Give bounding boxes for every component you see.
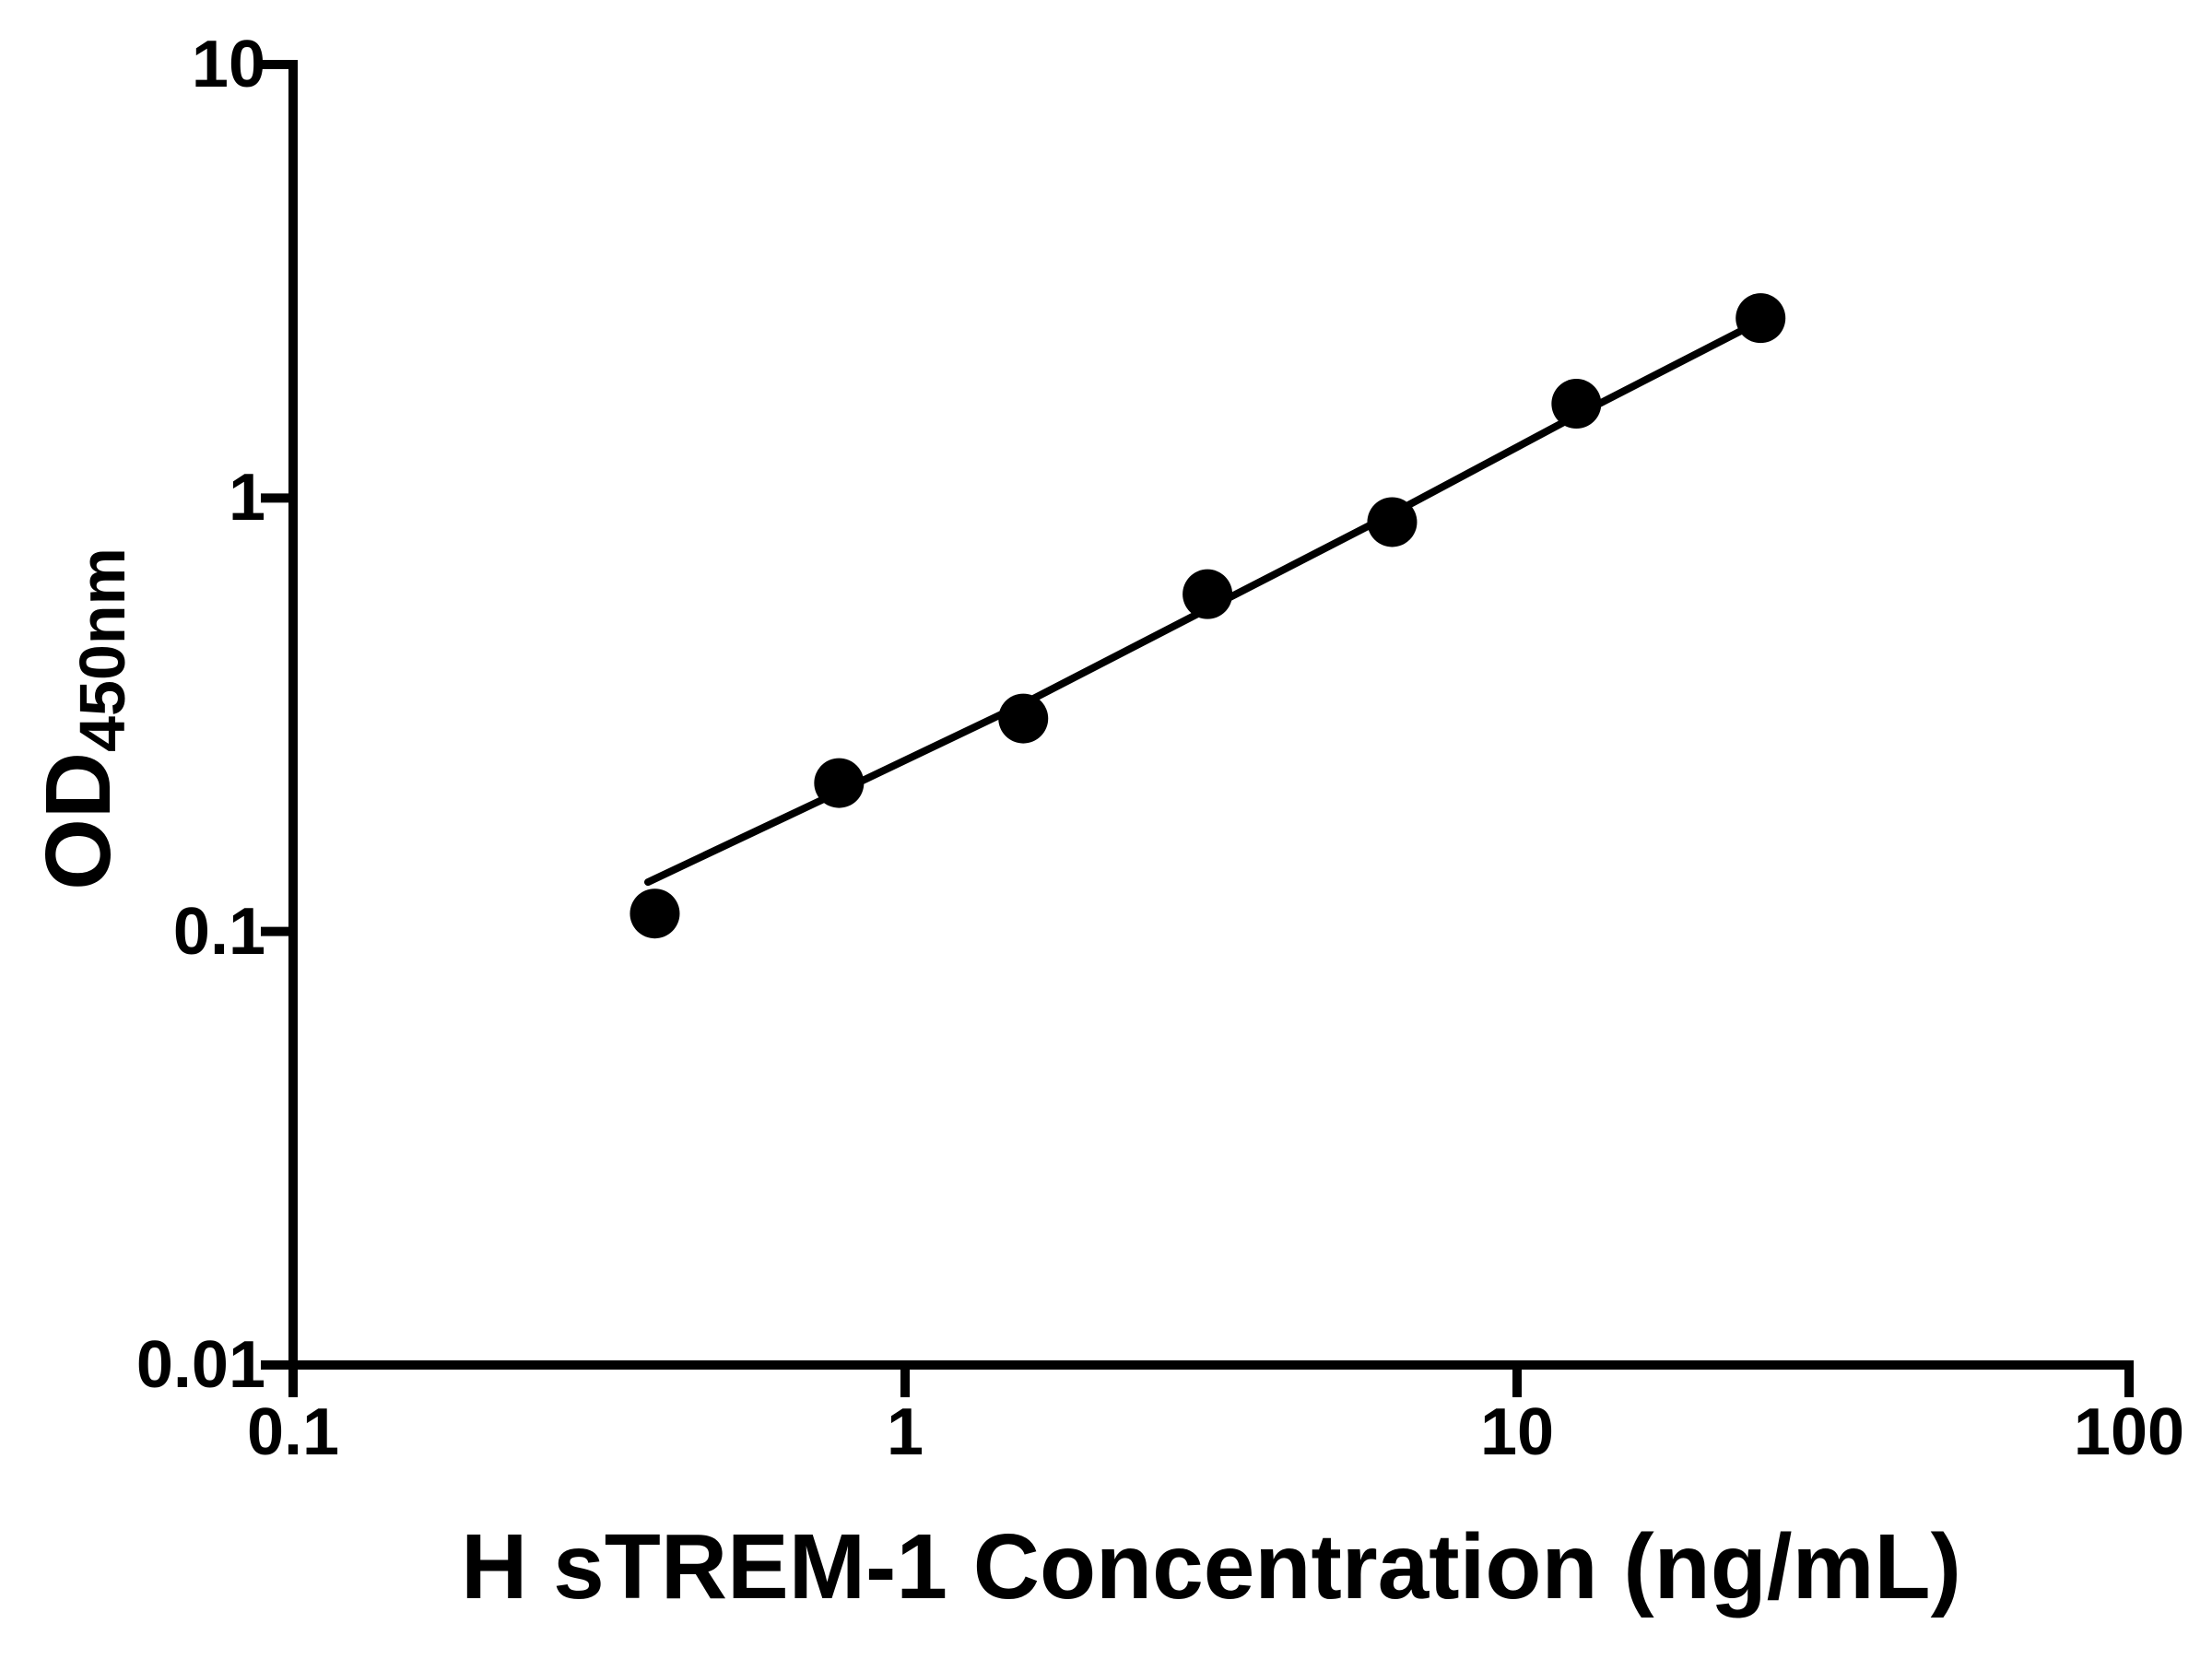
data-point <box>629 888 680 939</box>
data-point <box>1735 293 1786 344</box>
y-tick-label: 0.1 <box>172 895 265 969</box>
y-tick-label: 1 <box>228 461 265 535</box>
data-point <box>1367 497 1418 547</box>
x-tick-label: 10 <box>1479 1395 1555 1469</box>
x-tick-label: 0.1 <box>246 1395 340 1469</box>
y-axis-title: OD450nm <box>27 547 138 890</box>
data-point <box>998 693 1049 744</box>
axis-line <box>288 60 2134 1370</box>
data-point <box>814 758 865 808</box>
data-point <box>1551 379 1602 429</box>
y-axis-title-subscript: 450nm <box>66 547 138 752</box>
data-point <box>1182 569 1233 619</box>
x-axis-title: H sTREM-1 Concentration (ng/mL) <box>461 1515 1961 1618</box>
x-tick-label: 1 <box>886 1395 924 1469</box>
y-tick-label: 0.01 <box>135 1328 265 1402</box>
y-axis-title-main: OD <box>27 751 130 890</box>
y-tick-label: 10 <box>191 28 265 101</box>
x-tick-label: 100 <box>2073 1395 2185 1469</box>
